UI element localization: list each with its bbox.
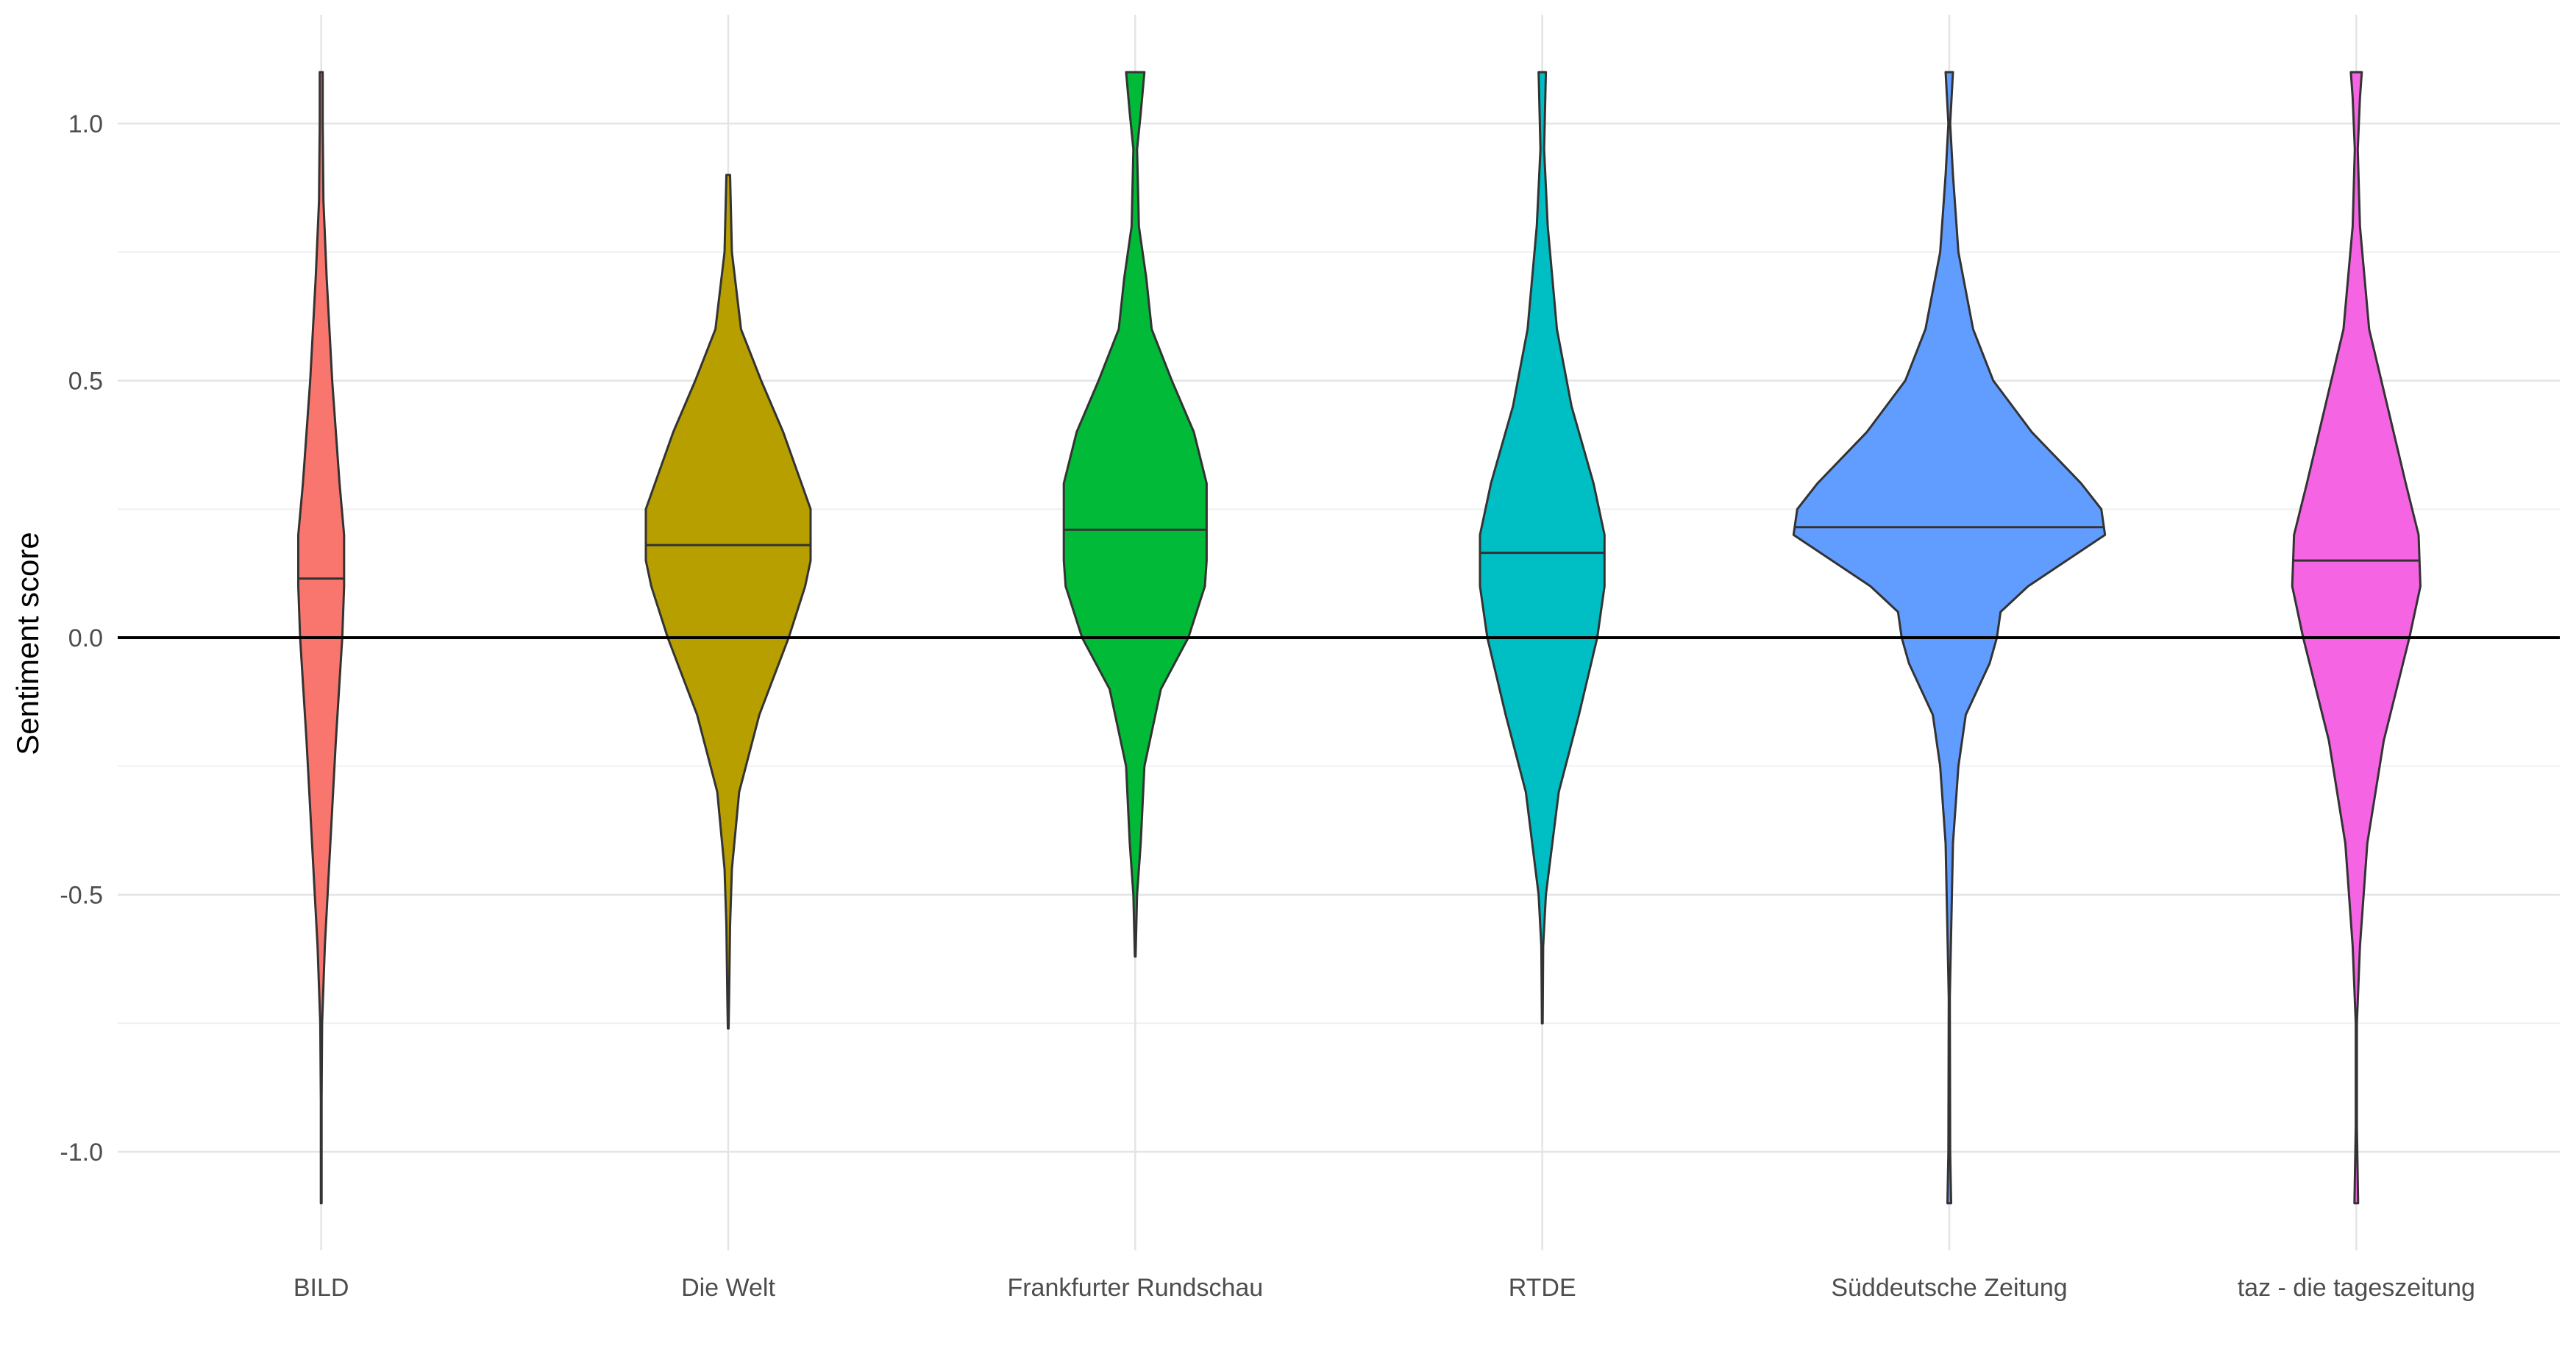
x-tick-label: Die Welt xyxy=(681,1274,775,1302)
violin-die-welt xyxy=(644,174,812,1030)
violin-frankfurter-rundschau xyxy=(1062,71,1208,958)
x-tick-label: BILD xyxy=(293,1274,349,1302)
x-tick-label: Frankfurter Rundschau xyxy=(1007,1274,1263,1302)
x-tick-label: Süddeutsche Zeitung xyxy=(1831,1274,2067,1302)
y-tick-label: -0.5 xyxy=(60,882,103,910)
y-tick-label: -1.0 xyxy=(60,1139,103,1167)
y-tick-label: 0.5 xyxy=(68,368,103,396)
y-axis-title: Sentiment score xyxy=(10,532,45,755)
violin-rtde xyxy=(1479,71,1606,1025)
x-tick-label: RTDE xyxy=(1509,1274,1576,1302)
y-tick-label: 1.0 xyxy=(68,110,103,138)
x-tick-label: taz - die tageszeitung xyxy=(2238,1274,2475,1302)
axis-layer: -1.0 -0.5 0.0 0.5 1.0 BILD Die Welt Frankfurter… xyxy=(60,110,2560,1302)
y-tick-label: 0.0 xyxy=(68,624,103,652)
